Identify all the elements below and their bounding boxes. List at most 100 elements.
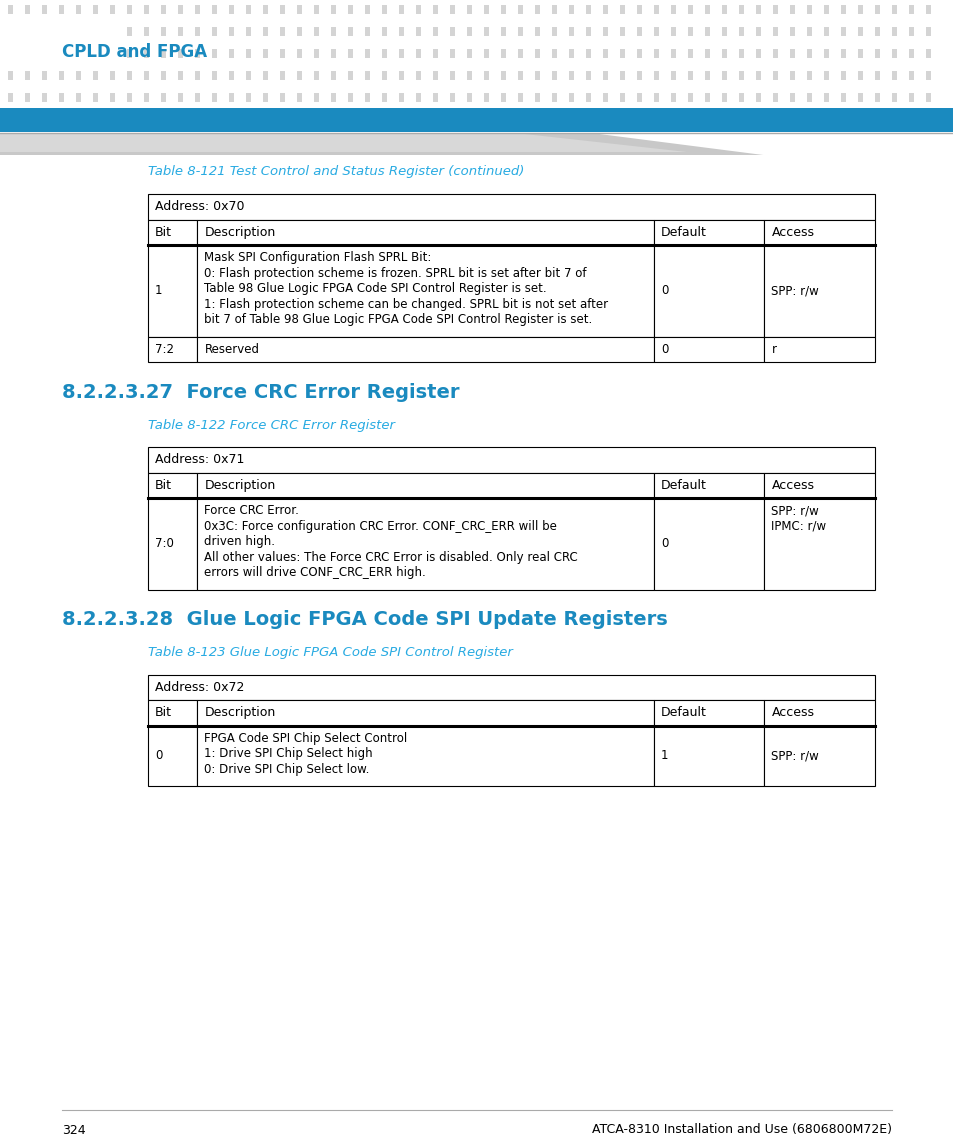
- Bar: [229, 5, 233, 14]
- Bar: [687, 71, 692, 80]
- Bar: [433, 49, 437, 58]
- Bar: [755, 5, 760, 14]
- Bar: [331, 49, 335, 58]
- Bar: [763, 220, 874, 245]
- Text: SPP: r/w: SPP: r/w: [771, 749, 819, 763]
- Bar: [148, 447, 874, 473]
- Bar: [314, 71, 318, 80]
- Text: SPP: r/w: SPP: r/w: [771, 504, 819, 518]
- Bar: [772, 71, 778, 80]
- Bar: [654, 49, 659, 58]
- Bar: [891, 27, 896, 35]
- Bar: [314, 27, 318, 35]
- Bar: [619, 5, 624, 14]
- Bar: [398, 71, 403, 80]
- Bar: [483, 5, 489, 14]
- Text: 1: Drive SPI Chip Select high: 1: Drive SPI Chip Select high: [204, 748, 373, 760]
- Bar: [654, 473, 763, 498]
- Bar: [552, 71, 557, 80]
- Bar: [92, 93, 98, 102]
- Bar: [891, 71, 896, 80]
- Bar: [654, 245, 763, 337]
- Bar: [755, 49, 760, 58]
- Bar: [637, 49, 641, 58]
- Bar: [433, 5, 437, 14]
- Bar: [42, 71, 47, 80]
- Text: Table 8-121 Test Control and Status Register (continued): Table 8-121 Test Control and Status Regi…: [148, 166, 524, 179]
- Bar: [670, 93, 676, 102]
- Text: Force CRC Error.: Force CRC Error.: [204, 504, 299, 518]
- Bar: [92, 5, 98, 14]
- Bar: [687, 27, 692, 35]
- Bar: [127, 27, 132, 35]
- Bar: [552, 5, 557, 14]
- Bar: [110, 5, 115, 14]
- Text: errors will drive CONF_CRC_ERR high.: errors will drive CONF_CRC_ERR high.: [204, 567, 426, 579]
- Bar: [670, 27, 676, 35]
- Text: Bit: Bit: [154, 479, 172, 491]
- Bar: [450, 27, 455, 35]
- Bar: [857, 93, 862, 102]
- Bar: [416, 71, 420, 80]
- Bar: [161, 71, 166, 80]
- Bar: [874, 27, 879, 35]
- Bar: [535, 49, 539, 58]
- Bar: [535, 71, 539, 80]
- Bar: [42, 93, 47, 102]
- Bar: [450, 71, 455, 80]
- Bar: [602, 49, 607, 58]
- Bar: [552, 27, 557, 35]
- Bar: [42, 5, 47, 14]
- Bar: [416, 5, 420, 14]
- Bar: [178, 5, 183, 14]
- Bar: [704, 93, 709, 102]
- Bar: [416, 93, 420, 102]
- Bar: [280, 5, 285, 14]
- Bar: [178, 27, 183, 35]
- Bar: [148, 700, 197, 726]
- Bar: [789, 71, 794, 80]
- Bar: [263, 71, 268, 80]
- Bar: [8, 71, 13, 80]
- Bar: [772, 27, 778, 35]
- Bar: [755, 93, 760, 102]
- Bar: [194, 93, 200, 102]
- Bar: [144, 49, 149, 58]
- Text: 8.2.2.3.27  Force CRC Error Register: 8.2.2.3.27 Force CRC Error Register: [62, 382, 459, 402]
- Bar: [263, 5, 268, 14]
- Bar: [348, 71, 353, 80]
- Text: r: r: [771, 342, 776, 356]
- Text: Description: Description: [204, 706, 275, 719]
- Bar: [246, 49, 251, 58]
- Bar: [381, 27, 387, 35]
- Bar: [110, 71, 115, 80]
- Bar: [148, 726, 197, 785]
- Bar: [739, 5, 743, 14]
- Bar: [500, 49, 505, 58]
- Bar: [229, 71, 233, 80]
- Bar: [178, 71, 183, 80]
- Text: 0x3C: Force configuration CRC Error. CONF_CRC_ERR will be: 0x3C: Force configuration CRC Error. CON…: [204, 520, 557, 532]
- Bar: [891, 49, 896, 58]
- Bar: [331, 93, 335, 102]
- Bar: [552, 93, 557, 102]
- Text: CPLD and FPGA: CPLD and FPGA: [62, 44, 207, 61]
- Bar: [654, 337, 763, 362]
- Bar: [704, 49, 709, 58]
- Bar: [148, 194, 874, 220]
- Bar: [148, 220, 197, 245]
- Bar: [229, 27, 233, 35]
- Bar: [212, 93, 216, 102]
- Text: 0: 0: [660, 537, 668, 551]
- Bar: [763, 337, 874, 362]
- Bar: [925, 93, 930, 102]
- Bar: [568, 93, 574, 102]
- Bar: [365, 71, 370, 80]
- Text: ATCA-8310 Installation and Use (6806800M72E): ATCA-8310 Installation and Use (6806800M…: [592, 1123, 891, 1137]
- Bar: [874, 49, 879, 58]
- Bar: [398, 49, 403, 58]
- Bar: [331, 27, 335, 35]
- Bar: [619, 71, 624, 80]
- Bar: [755, 27, 760, 35]
- Bar: [194, 71, 200, 80]
